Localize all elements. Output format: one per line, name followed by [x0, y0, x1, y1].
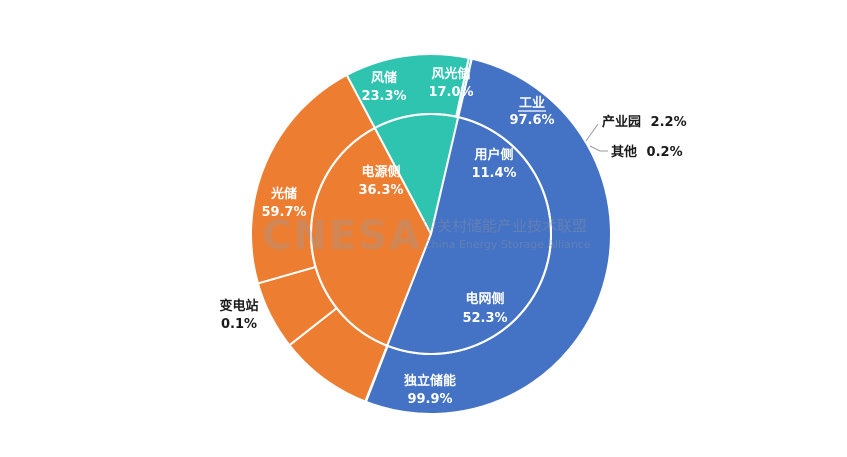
- label-qita: 其他 0.2%: [611, 144, 683, 160]
- label-gongye-value: 97.6%: [509, 113, 554, 128]
- label-dianyuance-value: 36.3%: [358, 183, 403, 198]
- watermark: CNESA 中关村储能产业技术联盟 China Energy Storage A…: [262, 213, 591, 259]
- label-dulichuneng-value: 99.9%: [407, 392, 452, 407]
- data-labels: 电源侧 36.3% 用户侧 11.4% 电网侧 52.3% 风储 23.3% 风…: [219, 66, 686, 407]
- label-biandianzhan-name: 变电站: [219, 298, 258, 314]
- inner-ring: [310, 113, 552, 355]
- watermark-en: China Energy Storage Alliance: [424, 238, 591, 251]
- label-guangchu-value: 59.7%: [261, 205, 306, 220]
- label-fengchu-name: 风储: [371, 70, 397, 86]
- label-dianwangce-value: 52.3%: [462, 311, 507, 326]
- label-gongye-name: 工业: [519, 95, 545, 111]
- label-chanyeyuan: 产业园 2.2%: [602, 114, 687, 130]
- label-dianyuance-name: 电源侧: [361, 164, 400, 180]
- leader-line-0: [585, 123, 599, 142]
- label-guangchu-name: 光储: [270, 186, 297, 202]
- label-yonghuce-name: 用户侧: [473, 147, 513, 163]
- watermark-brand: CNESA: [262, 213, 422, 259]
- leader-lines: [585, 123, 608, 152]
- label-chanyeyuan-value: 2.2%: [651, 115, 687, 130]
- ring-divider: [310, 113, 552, 355]
- label-dianwangce-name: 电网侧: [465, 291, 504, 307]
- label-yonghuce-value: 11.4%: [471, 166, 516, 181]
- leader-line-1: [589, 145, 608, 152]
- label-dulichuneng-name: 独立储能: [404, 373, 456, 389]
- label-chanyeyuan-name: 产业园: [602, 114, 641, 130]
- label-fengguangchu-name: 风光储: [431, 66, 470, 82]
- label-qita-name: 其他: [611, 144, 637, 160]
- label-biandianzhan-value: 0.1%: [221, 317, 257, 332]
- label-qita-value: 0.2%: [647, 145, 683, 160]
- label-fengguangchu-value: 17.0%: [428, 85, 473, 100]
- watermark-cn: 中关村储能产业技术联盟: [422, 217, 587, 235]
- label-fengchu-value: 23.3%: [361, 89, 406, 104]
